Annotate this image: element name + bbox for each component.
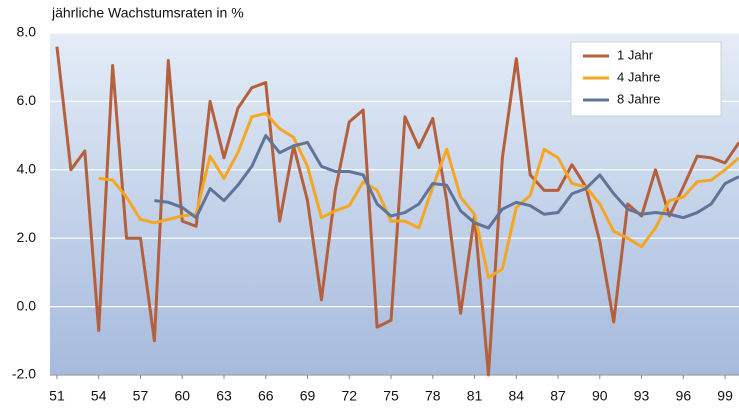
x-tick-label: 90	[592, 388, 608, 404]
x-tick-label: 75	[383, 388, 399, 404]
line-series	[154, 134, 739, 230]
x-tick-label: 69	[300, 388, 316, 404]
y-tick-label: 2.0	[17, 229, 37, 245]
legend-label: 4 Jahre	[617, 69, 660, 84]
y-tick-label: 6.0	[17, 92, 37, 108]
x-tick-label: 87	[550, 388, 566, 404]
x-tick-label: 51	[49, 388, 65, 404]
y-tick-label: 8.0	[17, 24, 37, 40]
x-tick-label: 66	[258, 388, 274, 404]
chart-title: jährliche Wachstumsraten in %	[51, 5, 244, 21]
y-tick-label: -2.0	[12, 366, 36, 382]
x-tick-label: 72	[341, 388, 357, 404]
legend-label: 8 Jahre	[617, 91, 660, 106]
line-series	[98, 111, 739, 280]
y-tick-label: 4.0	[17, 161, 37, 177]
line-series	[55, 46, 739, 377]
x-tick-label: 99	[717, 388, 733, 404]
x-tick-label: 60	[174, 388, 190, 404]
x-tick-label: 78	[425, 388, 441, 404]
y-tick-label: 0.0	[17, 297, 37, 313]
x-tick-label: 57	[133, 388, 149, 404]
legend-label: 1 Jahr	[617, 47, 654, 62]
x-tick-label: 54	[91, 388, 107, 404]
x-tick-label: 93	[634, 388, 650, 404]
x-tick-label: 96	[676, 388, 692, 404]
x-tick-label: 84	[509, 388, 525, 404]
x-tick-label: 81	[467, 388, 483, 404]
x-tick-label: 63	[216, 388, 232, 404]
